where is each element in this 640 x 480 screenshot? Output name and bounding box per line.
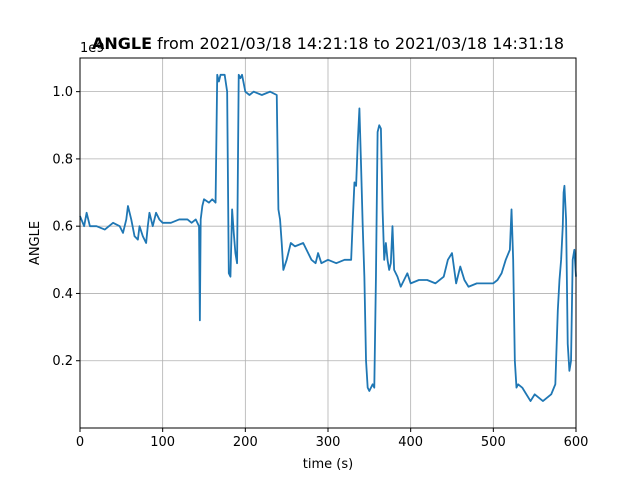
y-axis-ticks: 0.2 0.4 0.6 0.8 1.0	[52, 85, 80, 369]
y-tick-label: 0.4	[52, 287, 73, 302]
x-tick-label: 400	[398, 435, 423, 450]
chart-title: ANGLE from 2021/03/18 14:21:18 to 2021/0…	[92, 34, 564, 53]
y-tick-label: 1.0	[52, 85, 73, 100]
y-axis-label: ANGLE	[28, 221, 43, 265]
grid	[79, 58, 577, 428]
y-tick-label: 0.2	[52, 354, 73, 369]
chart-title-rest: from 2021/03/18 14:21:18 to 2021/03/18 1…	[152, 34, 564, 53]
x-tick-label: 600	[564, 435, 589, 450]
x-tick-label: 300	[316, 435, 341, 450]
series-line-angle	[79, 73, 577, 402]
chart-title-bold: ANGLE	[92, 34, 152, 53]
x-tick-label: 500	[481, 435, 506, 450]
x-tick-label: 0	[76, 435, 84, 450]
x-axis-ticks: 0 100 200 300 400 500 600	[76, 428, 589, 450]
y-tick-label: 0.6	[52, 220, 73, 235]
x-tick-label: 200	[233, 435, 258, 450]
x-axis-label: time (s)	[303, 457, 353, 472]
y-offset-label: 1e9	[80, 41, 105, 56]
x-tick-label: 100	[150, 435, 175, 450]
y-tick-label: 0.8	[52, 152, 73, 167]
